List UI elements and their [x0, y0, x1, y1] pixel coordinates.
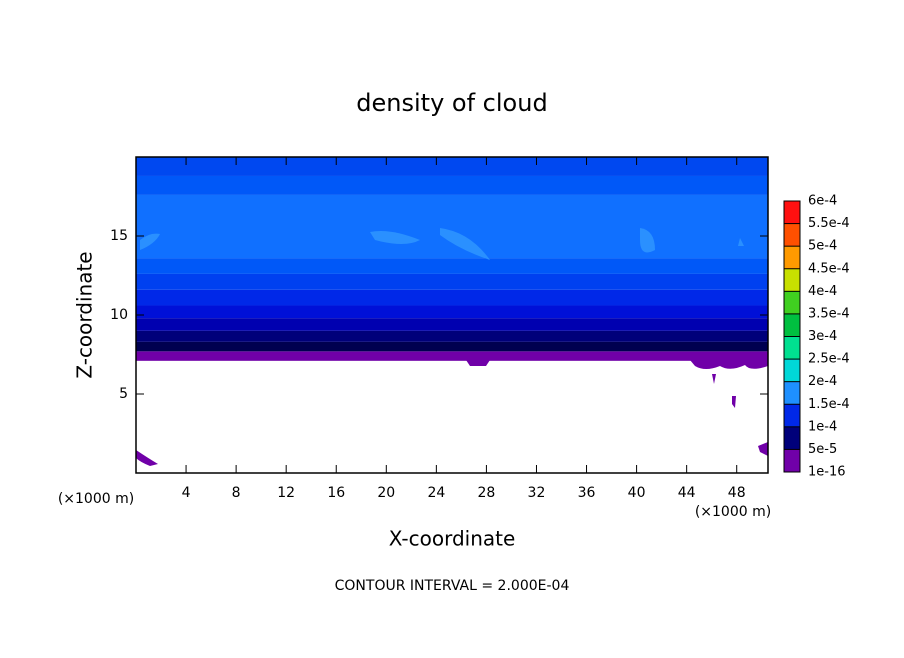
- contour-band: [136, 318, 768, 331]
- contour-patch: [712, 374, 716, 384]
- colorbar-box: [784, 359, 800, 382]
- colorbar-label: 2.5e-4: [808, 352, 850, 367]
- colorbar-label: 3.5e-4: [808, 306, 850, 321]
- x-tick-label: 20: [377, 485, 395, 501]
- x-tick-label: 32: [528, 485, 546, 501]
- contour-patch: [758, 442, 768, 456]
- y-tick-label: 15: [110, 228, 128, 244]
- colorbar-box: [784, 223, 800, 247]
- colorbar-box: [784, 404, 800, 427]
- colorbar-box: [784, 381, 800, 405]
- colorbar-box: [784, 336, 800, 360]
- contour-patch: [440, 228, 490, 260]
- contour-band: [136, 289, 768, 306]
- x-tick-label: 24: [427, 485, 445, 501]
- contour-patch: [640, 228, 655, 253]
- colorbar-label: 5e-4: [808, 239, 837, 254]
- y-axis-label: Z-coordinate: [73, 251, 97, 378]
- contour-patch: [732, 396, 736, 408]
- contour-patch: [370, 231, 420, 244]
- contour-patch: [136, 450, 158, 466]
- contour-band: [136, 175, 768, 195]
- colorbar-label: 1.5e-4: [808, 397, 850, 412]
- colorbar-label: 4e-4: [808, 284, 837, 299]
- colorbar-label: 5.5e-4: [808, 216, 850, 231]
- colorbar-box: [784, 313, 800, 337]
- contour-band: [136, 194, 768, 259]
- colorbar-label: 1e-4: [808, 419, 837, 434]
- x-tick-label: 8: [232, 485, 241, 501]
- x-tick-label: 16: [327, 485, 345, 501]
- y-tick-label: 10: [110, 307, 128, 323]
- x-tick-label: 40: [628, 485, 646, 501]
- contour-band: [136, 157, 768, 176]
- colorbar-box: [784, 201, 800, 224]
- colorbar-label: 4.5e-4: [808, 261, 850, 276]
- x-tick-label: 12: [277, 485, 295, 501]
- colorbar-box: [784, 291, 800, 314]
- colorbar-label: 1e-16: [808, 465, 846, 480]
- contour-patch: [738, 238, 744, 246]
- contour-band: [136, 273, 768, 290]
- contour-patch: [140, 233, 160, 250]
- contour-details: [136, 228, 768, 466]
- colorbar-label: 6e-4: [808, 194, 837, 209]
- contour-patch: [690, 360, 768, 369]
- x-tick-label: 4: [182, 485, 191, 501]
- x-tick-label: 36: [578, 485, 596, 501]
- colorbar-box: [784, 246, 800, 269]
- contour-band: [136, 341, 768, 352]
- y-tick-label: 5: [119, 386, 128, 402]
- contour-patch: [466, 360, 490, 366]
- contour-band: [136, 351, 768, 361]
- y-unit-label: (×1000 m): [58, 491, 134, 507]
- colorbar-box: [784, 268, 800, 292]
- contour-band: [136, 305, 768, 319]
- x-tick-label: 44: [678, 485, 696, 501]
- colorbar-label: 3e-4: [808, 329, 837, 344]
- x-axis-label: X-coordinate: [389, 527, 516, 551]
- x-unit-label: (×1000 m): [695, 504, 771, 520]
- contour-interval: CONTOUR INTERVAL = 2.000E-04: [335, 578, 570, 594]
- contour-band: [136, 258, 768, 274]
- colorbar-box: [784, 426, 800, 450]
- chart-title: density of cloud: [356, 89, 547, 117]
- contour-band: [136, 330, 768, 342]
- colorbar-label: 2e-4: [808, 374, 837, 389]
- colorbar-label: 5e-5: [808, 442, 837, 457]
- x-tick-label: 28: [478, 485, 496, 501]
- x-tick-label: 48: [728, 485, 746, 501]
- colorbar-box: [784, 449, 800, 472]
